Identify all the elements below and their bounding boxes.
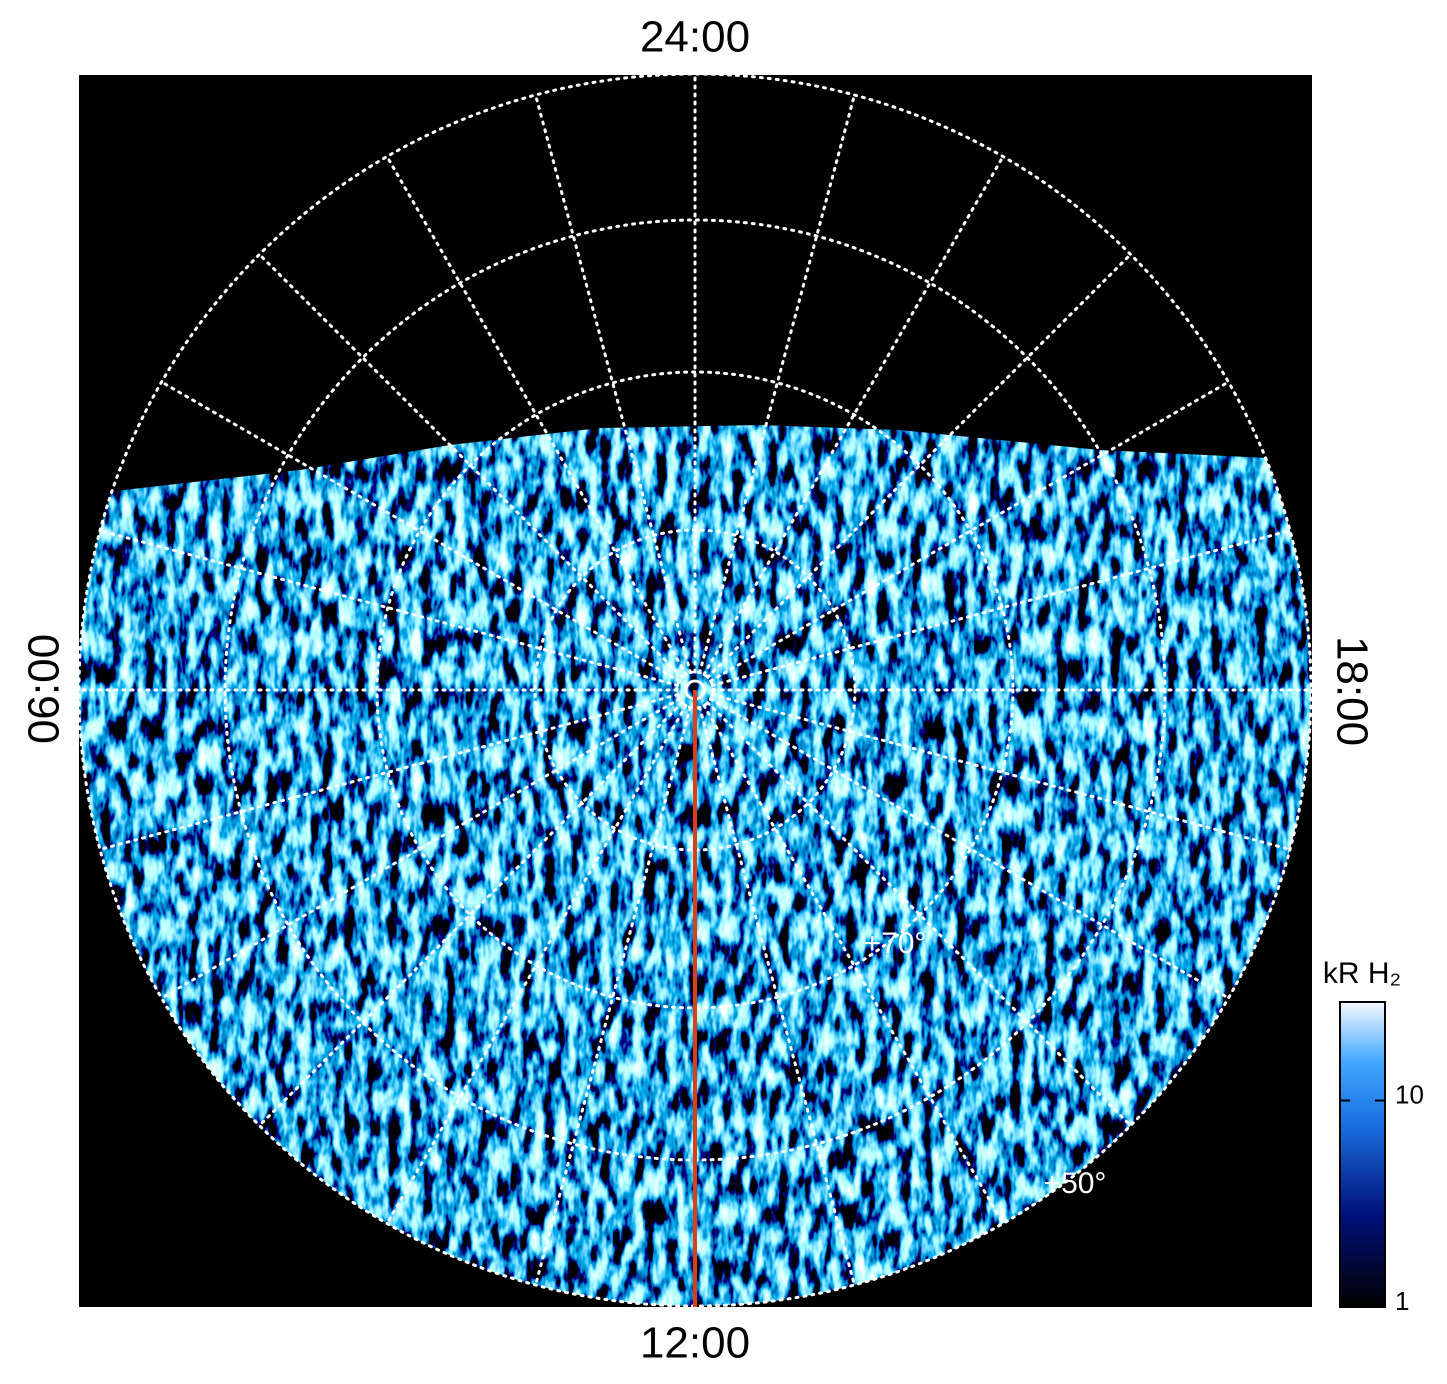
meridian-line — [385, 704, 688, 1225]
meridian-line — [98, 529, 680, 687]
meridian-line — [534, 93, 692, 675]
meridian-line — [160, 697, 681, 1000]
meridian-line — [98, 693, 680, 851]
time-label-top: 24:00 — [640, 13, 750, 62]
meridian-line — [385, 155, 688, 676]
meridian-line — [160, 380, 681, 683]
meridian-line — [698, 705, 856, 1287]
meridian-line — [702, 155, 1005, 676]
time-label-bottom: 12:00 — [640, 1319, 750, 1368]
colorbar — [1339, 1001, 1386, 1308]
time-label-left: 06:00 — [20, 634, 69, 744]
meridian-line — [706, 252, 1133, 679]
colorbar-tick-label: 10 — [1395, 1079, 1424, 1109]
meridian-line — [710, 693, 1292, 851]
latitude-label: +70° — [864, 927, 927, 960]
time-label-right: 18:00 — [1327, 636, 1376, 746]
colorbar-tick-label: 1 — [1395, 1286, 1409, 1316]
meridian-line — [706, 701, 1133, 1128]
meridian-line — [702, 704, 1005, 1225]
meridian-line — [257, 252, 684, 679]
meridian-line — [698, 93, 856, 675]
colorbar-label: kR H₂ — [1323, 957, 1401, 990]
meridian-line — [709, 697, 1230, 1000]
meridian-line — [710, 529, 1292, 687]
colorbar-axis: 1 10 — [1340, 1079, 1424, 1316]
latitude-label: +50° — [1044, 1167, 1107, 1200]
meridian-line — [257, 701, 684, 1128]
meridian-line — [709, 380, 1230, 683]
polar-grid — [77, 72, 1313, 1308]
meridian-line — [534, 705, 692, 1287]
